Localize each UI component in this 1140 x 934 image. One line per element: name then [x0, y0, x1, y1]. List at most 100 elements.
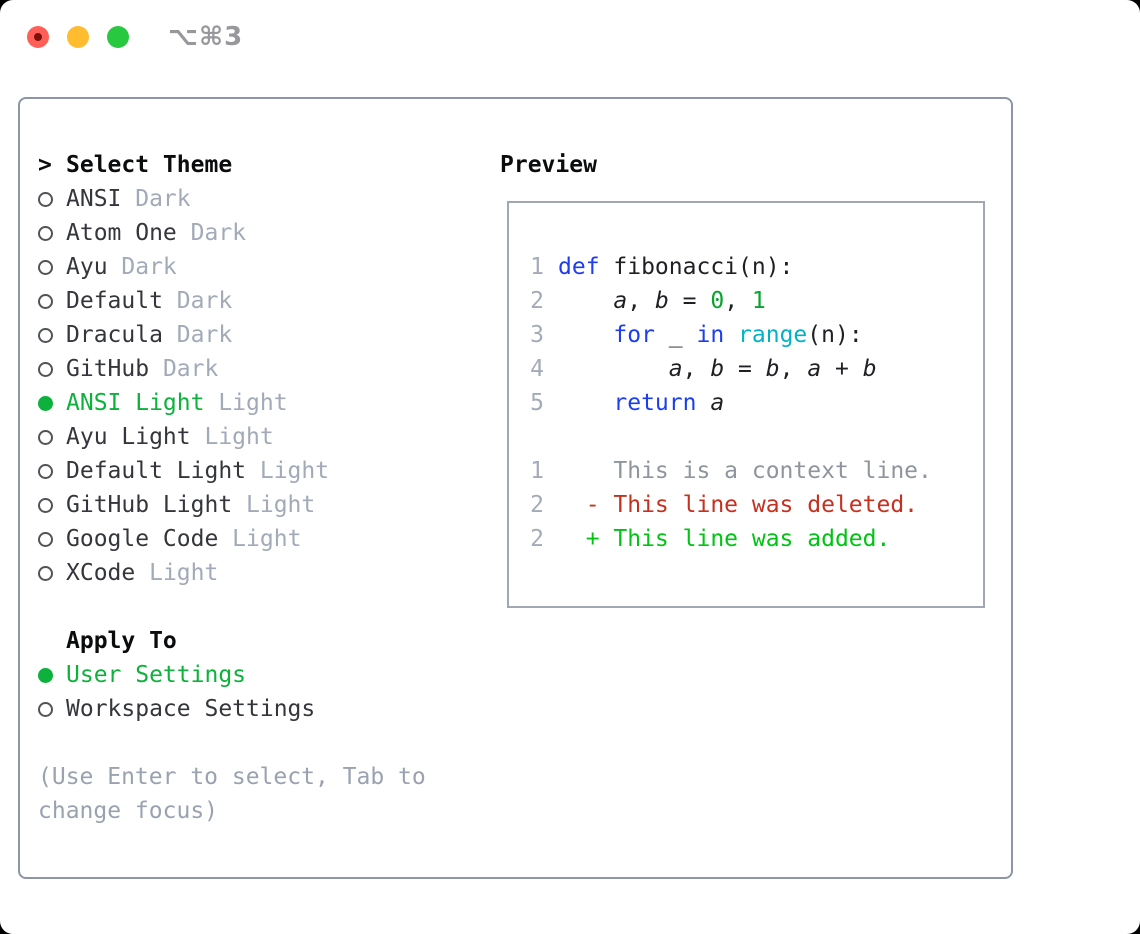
theme-option[interactable]: Default Dark [38, 284, 478, 318]
theme-variant-tag: Light [232, 492, 316, 518]
spacer [38, 590, 478, 624]
apply-to-name: User Settings [66, 662, 247, 688]
code-token [558, 352, 669, 386]
preview-label: Preview [500, 152, 597, 178]
radio-icon [38, 225, 53, 241]
select-theme-header: > Select Theme [38, 148, 478, 182]
code-token: a [710, 390, 725, 416]
code-token: , [724, 288, 752, 314]
code-line: 1 def fibonacci(n): [530, 250, 932, 284]
theme-name: Dracula [66, 322, 163, 348]
keyboard-hint: (Use Enter to select, Tab to change focu… [38, 764, 426, 824]
titlebar: ⌥⌘3 [0, 0, 1140, 75]
radio-icon [38, 463, 53, 479]
code-token: 1 [751, 288, 766, 314]
theme-variant-tag: Dark [149, 356, 219, 382]
theme-option[interactable]: Google Code Light [38, 522, 478, 556]
code-token: range [738, 322, 808, 348]
theme-name: ANSI [66, 186, 122, 212]
diff-line: 2 + This line was added. [530, 522, 932, 556]
theme-name: Default Light [66, 458, 247, 484]
zoom-button[interactable] [107, 26, 129, 48]
theme-variant-tag: Dark [121, 186, 191, 212]
theme-name: Default [66, 288, 163, 314]
window-title: ⌥⌘3 [168, 22, 244, 52]
line-number: 2 [530, 526, 544, 552]
theme-name: Atom One [66, 220, 177, 246]
theme-variant-tag: Light [135, 560, 219, 586]
code-token: = [668, 288, 711, 314]
theme-variant-tag: Light [218, 526, 302, 552]
code-line: 4 a, b = b, a + b [530, 352, 932, 386]
code-token: b [654, 288, 669, 314]
spacer [38, 726, 478, 760]
apply-to-option[interactable]: Workspace Settings [38, 692, 478, 726]
theme-name: Ayu [66, 254, 108, 280]
apply-to-name: Workspace Settings [66, 696, 316, 722]
code-token: , [779, 356, 808, 382]
code-token: def [558, 254, 600, 280]
code-token [558, 386, 613, 420]
radio-icon [38, 565, 53, 581]
theme-option[interactable]: ANSI Dark [38, 182, 478, 216]
radio-icon [38, 531, 53, 547]
select-theme-label: Select Theme [66, 152, 233, 178]
radio-icon [38, 361, 53, 377]
diff-block: 1 This is a context line. 2 - This line w… [530, 454, 932, 556]
focus-prompt-icon: > [38, 152, 52, 178]
code-token: return [613, 390, 697, 416]
diff-text: + This line was added. [558, 526, 891, 552]
theme-option[interactable]: Atom One Dark [38, 216, 478, 250]
theme-option[interactable]: GitHub Light Light [38, 488, 478, 522]
radio-icon [38, 497, 53, 513]
preview-pane [507, 201, 985, 608]
theme-option[interactable]: XCode Light [38, 556, 478, 590]
code-token: + [821, 356, 863, 382]
line-number: 2 [530, 492, 544, 518]
apply-to-header: Apply To [66, 628, 177, 654]
code-token: b [710, 356, 725, 382]
code-token: in [696, 322, 725, 348]
theme-list: ANSI Dark Atom One Dark Ayu Dark Default Da… [38, 182, 478, 590]
apply-to-list: User Settings Workspace Settings [38, 658, 478, 726]
theme-variant-tag: Dark [107, 254, 177, 280]
theme-variant-tag: Light [190, 424, 274, 450]
theme-variant-tag: Dark [162, 288, 233, 314]
apply-to-option[interactable]: User Settings [38, 658, 478, 692]
line-number: 4 [530, 356, 544, 382]
theme-name: Google Code [66, 526, 219, 552]
close-button[interactable] [27, 26, 49, 48]
theme-name: ANSI Light [66, 390, 205, 416]
code-token: _ [654, 322, 697, 348]
theme-name: GitHub [66, 356, 150, 382]
code-token: (n): [807, 322, 863, 348]
radio-icon [38, 667, 53, 683]
theme-option[interactable]: Ayu Light Light [38, 420, 478, 454]
theme-variant-tag: Light [246, 458, 330, 484]
close-unsaved-dot-icon [34, 33, 42, 41]
code-line: 2 a, b = 0, 1 [530, 284, 932, 318]
theme-option[interactable]: GitHub Dark [38, 352, 478, 386]
code-token [724, 318, 738, 352]
theme-option[interactable]: Ayu Dark [38, 250, 478, 284]
radio-icon [38, 429, 53, 445]
code-token: , [682, 356, 711, 382]
radio-icon [38, 191, 53, 207]
diff-line: 1 This is a context line. [530, 454, 932, 488]
line-number: 3 [530, 322, 544, 348]
code-token: , [627, 288, 655, 314]
theme-name: Ayu Light [66, 424, 191, 450]
diff-text: This is a context line. [558, 458, 932, 484]
theme-option[interactable]: Default Light Light [38, 454, 478, 488]
code-token: a [668, 356, 683, 382]
code-line: 3 for _ in range (n): [530, 318, 932, 352]
radio-icon [38, 395, 53, 411]
theme-variant-tag: Dark [176, 220, 247, 246]
minimize-button[interactable] [67, 26, 89, 48]
theme-option[interactable]: Dracula Dark [38, 318, 478, 352]
theme-option[interactable]: ANSI Light Light [38, 386, 478, 420]
theme-variant-tag: Dark [162, 322, 233, 348]
